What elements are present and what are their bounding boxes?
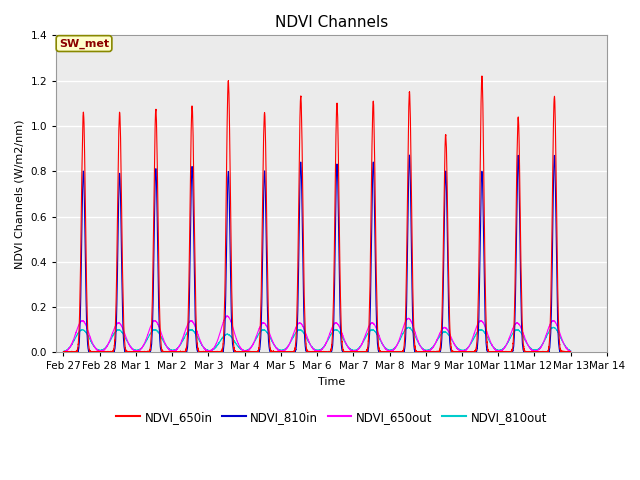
NDVI_650out xyxy=(60,349,67,355)
NDVI_650in xyxy=(403,251,410,257)
X-axis label: Time: Time xyxy=(318,377,345,387)
NDVI_650in xyxy=(261,121,269,127)
NDVI_810in xyxy=(406,152,413,158)
Line: NDVI_650in: NDVI_650in xyxy=(63,76,571,352)
Title: NDVI Channels: NDVI Channels xyxy=(275,15,388,30)
Legend: NDVI_650in, NDVI_810in, NDVI_650out, NDVI_810out: NDVI_650in, NDVI_810in, NDVI_650out, NDV… xyxy=(111,406,552,428)
NDVI_650out xyxy=(86,334,94,340)
NDVI_650in xyxy=(86,348,94,354)
NDVI_810in xyxy=(261,180,269,185)
NDVI_650out xyxy=(403,317,411,323)
NDVI_650in xyxy=(60,349,67,355)
NDVI_650in xyxy=(305,349,313,355)
NDVI_810in xyxy=(567,349,575,355)
NDVI_650in xyxy=(251,349,259,355)
NDVI_650out xyxy=(567,349,575,355)
NDVI_650out xyxy=(223,313,231,319)
NDVI_810out xyxy=(251,338,259,344)
NDVI_650in xyxy=(478,73,486,79)
Line: NDVI_810in: NDVI_810in xyxy=(63,155,571,352)
NDVI_810in xyxy=(193,342,200,348)
NDVI_810in xyxy=(60,349,67,355)
NDVI_810out xyxy=(193,332,200,338)
Y-axis label: NDVI Channels (W/m2/nm): NDVI Channels (W/m2/nm) xyxy=(15,119,25,269)
NDVI_650out xyxy=(305,339,313,345)
NDVI_810in xyxy=(60,349,67,355)
NDVI_810in xyxy=(251,349,259,355)
NDVI_810out xyxy=(550,324,557,330)
NDVI_810out xyxy=(86,337,94,343)
NDVI_810out xyxy=(60,348,67,354)
NDVI_810in xyxy=(305,349,313,355)
NDVI_810out xyxy=(60,349,67,355)
Line: NDVI_650out: NDVI_650out xyxy=(63,316,571,352)
NDVI_650out xyxy=(193,327,200,333)
Line: NDVI_810out: NDVI_810out xyxy=(63,327,571,352)
NDVI_650in xyxy=(193,325,200,331)
NDVI_650in xyxy=(60,349,67,355)
NDVI_810out xyxy=(261,327,269,333)
NDVI_810out xyxy=(305,340,313,346)
NDVI_810in xyxy=(403,298,410,304)
NDVI_650out xyxy=(261,321,269,327)
NDVI_650out xyxy=(252,336,259,342)
NDVI_810out xyxy=(567,348,575,354)
NDVI_810out xyxy=(403,325,410,331)
NDVI_650out xyxy=(60,349,68,355)
NDVI_810in xyxy=(86,349,94,355)
Text: SW_met: SW_met xyxy=(59,38,109,48)
NDVI_650in xyxy=(567,349,575,355)
